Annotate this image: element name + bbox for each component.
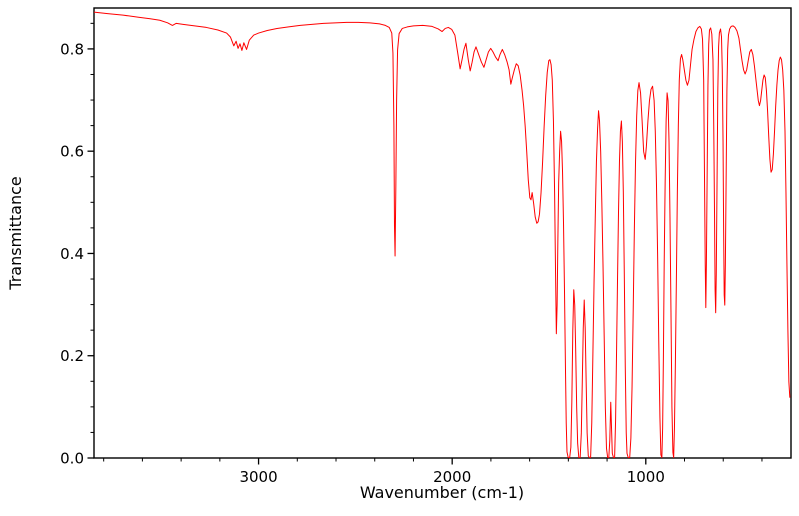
x-axis-label: Wavenumber (cm-1) bbox=[360, 483, 524, 502]
plot-frame bbox=[93, 7, 792, 459]
y-tick-label: 0.4 bbox=[60, 245, 84, 263]
spectrum-line bbox=[93, 11, 791, 458]
y-tick-label: 0.8 bbox=[60, 40, 84, 58]
x-tick-label: 3000 bbox=[239, 468, 277, 486]
y-tick-label: 0.6 bbox=[60, 143, 84, 161]
x-tick-label: 2000 bbox=[433, 468, 471, 486]
x-tick-label: 1000 bbox=[627, 468, 665, 486]
y-tick-label: 0.2 bbox=[60, 347, 84, 365]
y-tick-label: 0.0 bbox=[60, 450, 84, 468]
plot-layers: 3000 2000 1000 0.0 0.2 0.4 0.6 0.8 bbox=[60, 7, 792, 486]
y-axis-label: Transmittance bbox=[6, 176, 25, 290]
